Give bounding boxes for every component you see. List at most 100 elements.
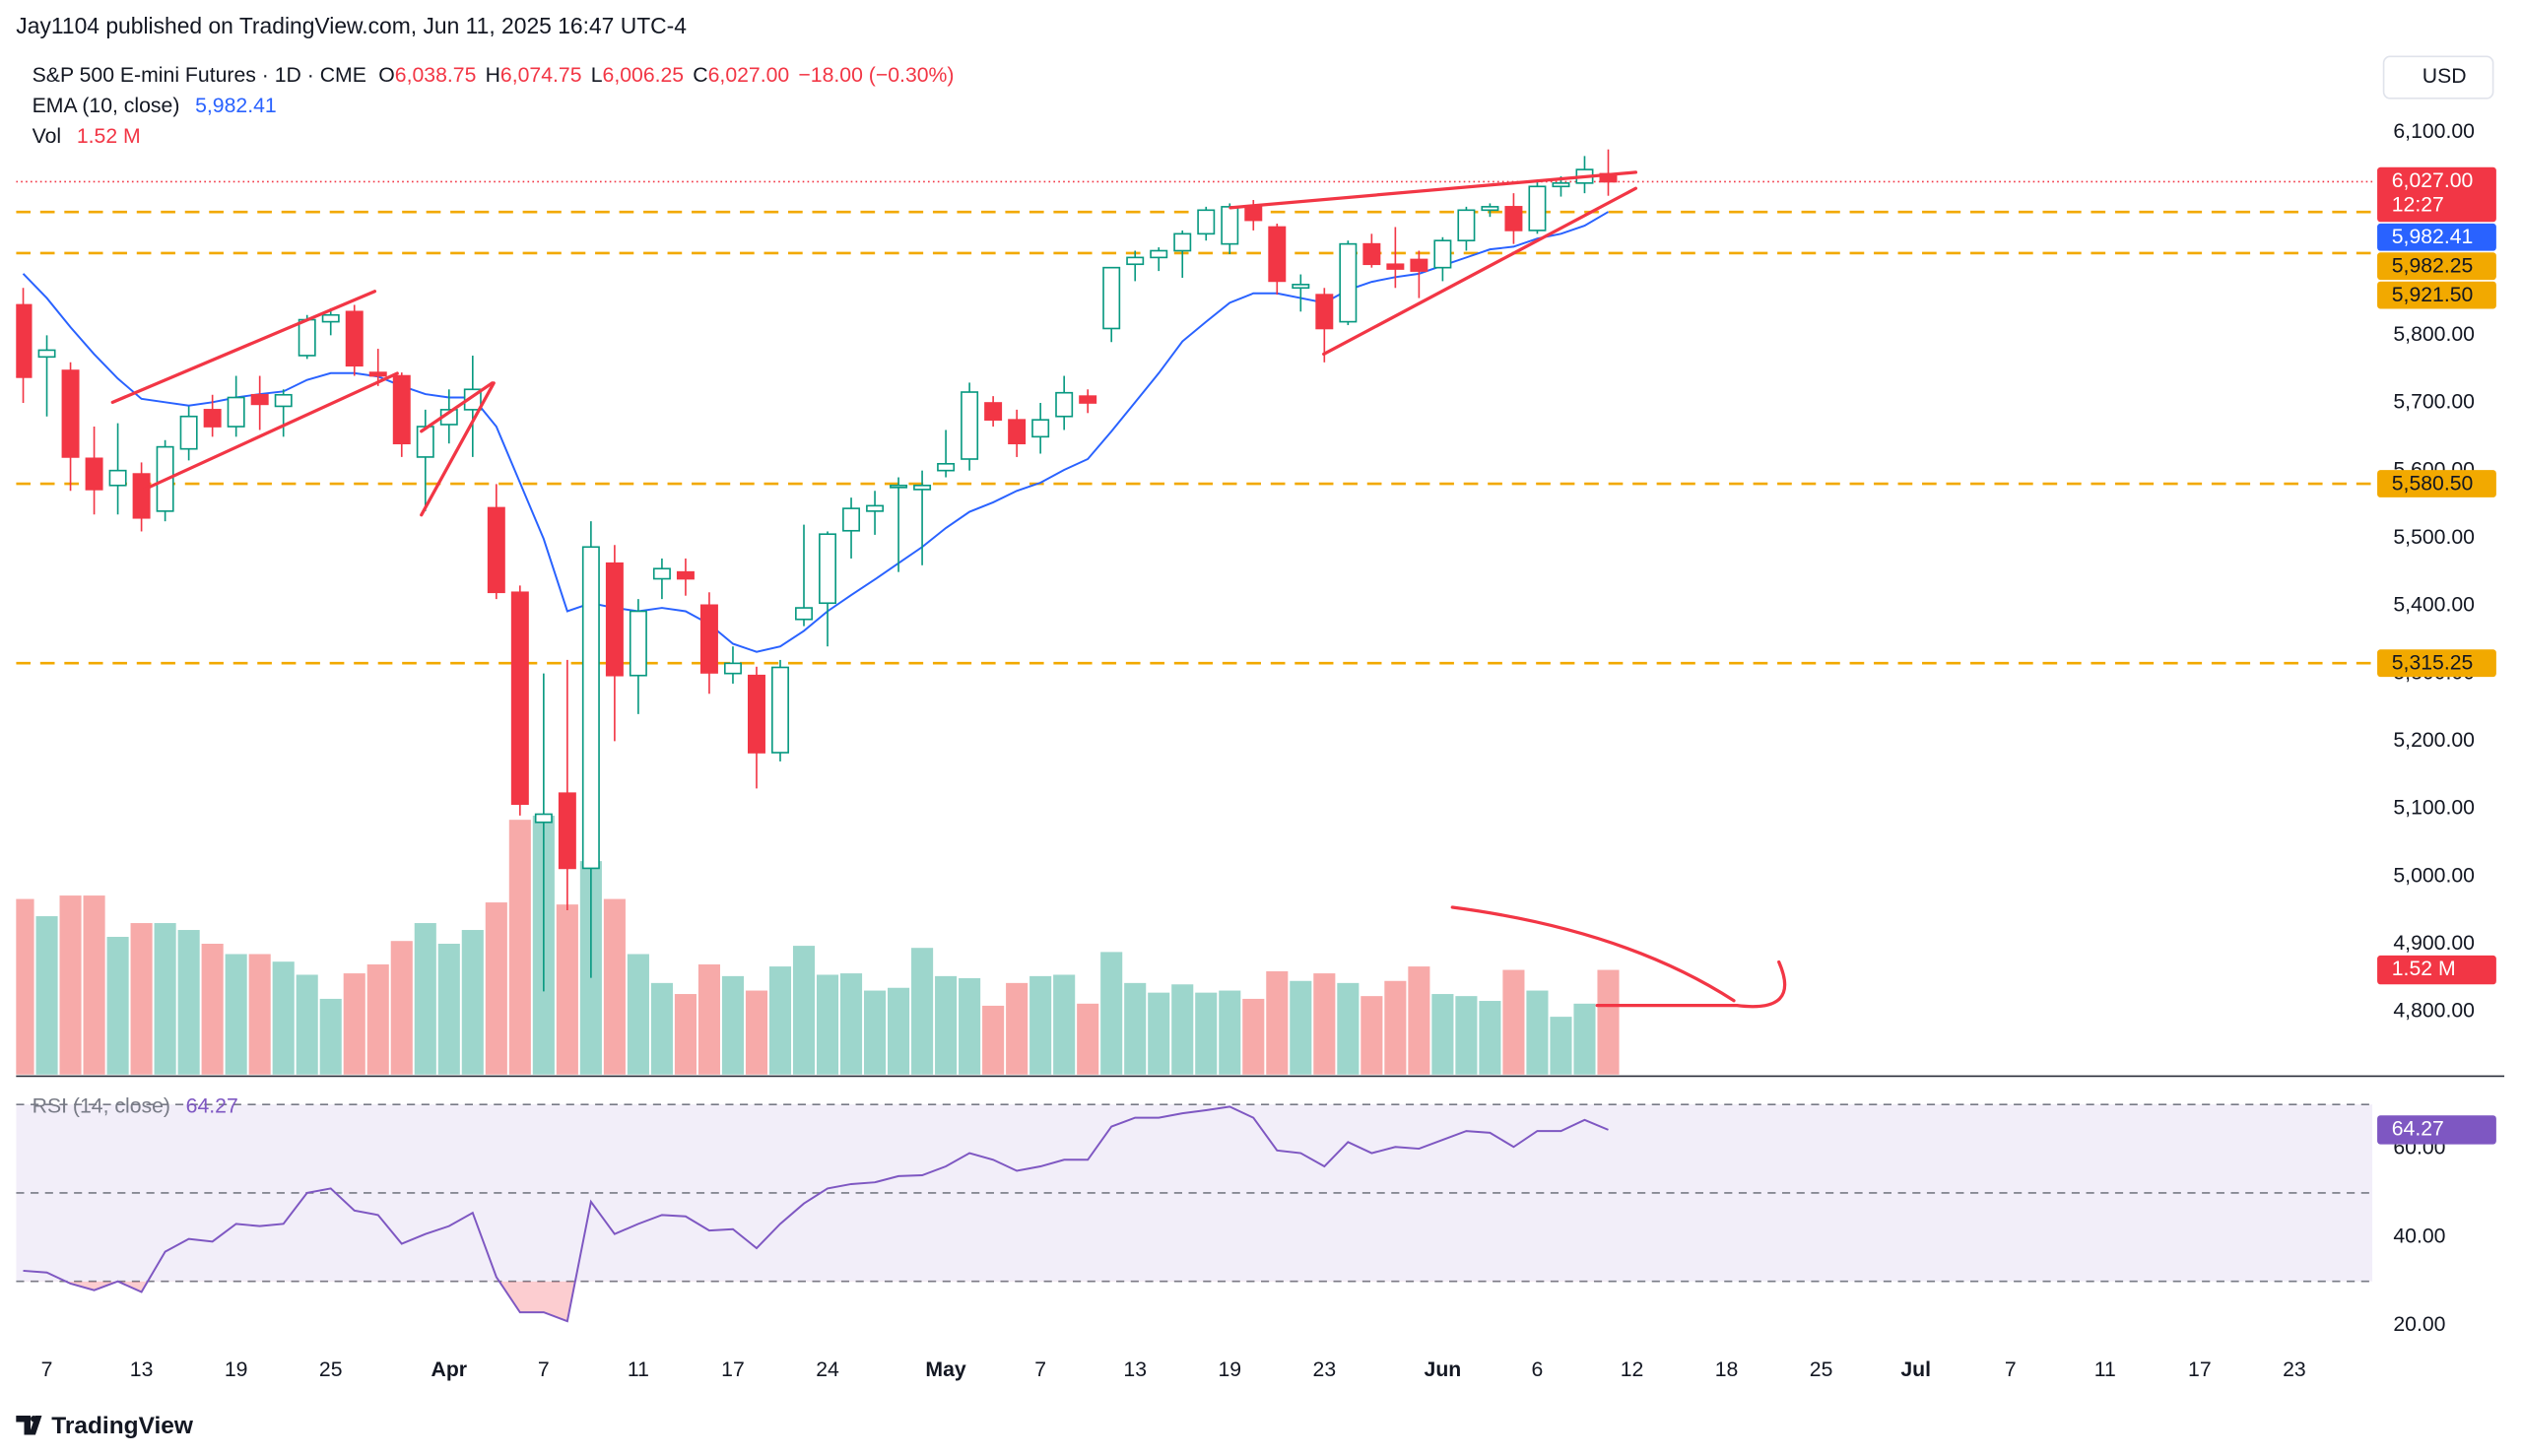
- price-label-box: [2377, 649, 2496, 678]
- volume-bar: [1266, 970, 1289, 1075]
- candle-body: [1433, 239, 1452, 269]
- volume-bar: [272, 961, 295, 1075]
- volume-label-box: [2377, 955, 2496, 985]
- x-tick-label: Jul: [1900, 1358, 1931, 1381]
- volume-bar: [366, 963, 389, 1075]
- candle-body: [652, 567, 671, 580]
- candle-body: [1268, 226, 1287, 283]
- candle-body: [1339, 242, 1358, 323]
- volume-bar: [911, 948, 934, 1075]
- volume-bar: [248, 954, 271, 1075]
- candle-body: [723, 662, 742, 675]
- freehand-arrow: [1595, 960, 1787, 1009]
- price-label-box: [2377, 252, 2496, 281]
- x-tick-label: Jun: [1425, 1358, 1462, 1381]
- candle-body: [1126, 256, 1145, 266]
- currency[interactable]: USD: [2422, 65, 2467, 88]
- candle-body: [1031, 419, 1050, 438]
- candle-body: [321, 313, 340, 323]
- candle-body: [1504, 206, 1523, 232]
- candle-body: [1386, 263, 1405, 270]
- legend-row: Vol 1.52 M: [33, 125, 141, 148]
- volume-bar: [16, 898, 34, 1075]
- volume-bar: [177, 930, 200, 1075]
- x-tick-label: 25: [319, 1358, 343, 1381]
- price-label: 5,315.25: [2392, 652, 2474, 675]
- candle-body: [581, 546, 600, 870]
- volume-bar: [1431, 994, 1454, 1075]
- trendline: [420, 381, 496, 517]
- price-label: 6,027.00: [2392, 169, 2474, 192]
- candle-body: [37, 349, 56, 359]
- candle-body: [1150, 249, 1168, 259]
- candle-body: [345, 310, 364, 367]
- volume-bar: [1408, 966, 1430, 1075]
- price-label-box: [2377, 223, 2496, 251]
- volume-bar: [35, 916, 58, 1075]
- candle-body: [771, 666, 789, 754]
- candle-body: [1221, 206, 1239, 245]
- volume-bar: [650, 982, 673, 1075]
- label-layer: 6,100.006,000.005,900.005,800.005,700.00…: [41, 120, 2496, 1381]
- candle-body: [227, 396, 245, 428]
- x-tick-label: 17: [2188, 1358, 2212, 1381]
- candle-body: [132, 473, 151, 519]
- volume-bar: [83, 895, 105, 1075]
- volume-bar: [461, 930, 484, 1075]
- currency-button[interactable]: USD: [2382, 55, 2494, 99]
- volume-bar: [745, 990, 768, 1075]
- x-tick-label: 7: [2005, 1358, 2017, 1381]
- volume-bar: [1502, 969, 1525, 1075]
- volume-bar: [935, 975, 958, 1075]
- volume-bar: [1337, 982, 1360, 1075]
- x-tick-label: Apr: [431, 1358, 468, 1381]
- price-label: 5,982.41: [2392, 226, 2474, 248]
- y-tick-label: 5,400.00: [2393, 594, 2475, 617]
- currency-box[interactable]: [2382, 55, 2494, 99]
- candle-body: [842, 507, 861, 532]
- y-tick-label: 5,500.00: [2393, 526, 2475, 549]
- trendline: [143, 371, 399, 492]
- brand: TradingView: [51, 1413, 194, 1439]
- volume-bar: [1029, 975, 1052, 1075]
- volume-bar: [839, 973, 863, 1075]
- candle-layer: [16, 149, 1618, 992]
- volume-bar: [1077, 1003, 1099, 1075]
- candle-body: [913, 484, 932, 491]
- rsi-layer: [23, 1105, 1609, 1323]
- publisher: Jay1104 published on TradingView.com, Ju…: [16, 13, 687, 38]
- candle-body: [1055, 391, 1074, 418]
- rsi-label: 64.27: [2392, 1117, 2444, 1140]
- close-key: C: [693, 64, 707, 87]
- volume-bar: [1479, 1001, 1501, 1075]
- candle-body: [1008, 419, 1027, 445]
- y-tick-label: 5,000.00: [2393, 864, 2475, 887]
- volume-bar: [106, 937, 129, 1075]
- rsi-legend: RSI (14, close) 64.27: [33, 1094, 238, 1117]
- candle-body: [250, 393, 269, 406]
- volume-bar: [1219, 990, 1241, 1075]
- candle-body: [1410, 258, 1428, 272]
- candle-body: [558, 792, 576, 870]
- volume-bar: [485, 902, 507, 1075]
- price-label: 5,982.25: [2392, 255, 2474, 278]
- vol-value: 1.52 M: [77, 125, 141, 148]
- rsi-background: [16, 1103, 2373, 1283]
- rsi-title: RSI (14, close): [33, 1094, 170, 1117]
- x-tick-label: 7: [41, 1358, 53, 1381]
- volume-bar: [390, 941, 413, 1075]
- volume-bar: [1242, 998, 1265, 1075]
- volume-bar: [508, 820, 531, 1075]
- candle-body: [61, 369, 80, 458]
- volume-bar: [1313, 973, 1336, 1075]
- volume-bar: [1171, 984, 1194, 1075]
- price-label-box: [2377, 470, 2496, 497]
- x-tick-label: 17: [721, 1358, 745, 1381]
- volume-bar: [319, 998, 342, 1075]
- volume-bar: [225, 954, 247, 1075]
- y-tick-label: 5,200.00: [2393, 729, 2475, 752]
